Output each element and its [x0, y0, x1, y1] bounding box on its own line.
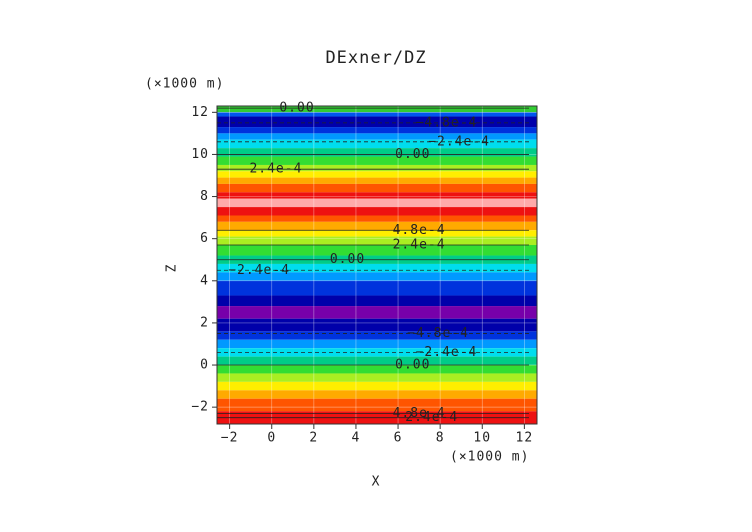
- contour-band: [217, 171, 537, 178]
- contour-band: [217, 381, 537, 391]
- contour-band: [217, 116, 537, 128]
- contour-band: [217, 244, 537, 256]
- y-axis-label: Z: [165, 264, 180, 273]
- contour-band: [217, 295, 537, 307]
- contour-band: [217, 272, 537, 281]
- contour-label: 4.8e-4: [393, 406, 446, 421]
- contour-label: 0.00: [395, 358, 430, 373]
- x-tick-label: 8: [436, 431, 445, 446]
- x-axis-label: X: [372, 475, 381, 490]
- contour-label: 0.00: [330, 252, 365, 267]
- y-tick-label: 8: [200, 189, 209, 204]
- x-tick-label: 10: [473, 431, 491, 446]
- contour-band: [217, 390, 537, 399]
- contour-band: [217, 112, 537, 117]
- contour-label: −2.4e-4: [428, 134, 490, 149]
- contour-band: [217, 339, 537, 349]
- contour-band: [217, 183, 537, 193]
- chart-title: DExner/DZ: [325, 48, 426, 68]
- plot-frame: [216, 105, 538, 425]
- contour-band: [217, 207, 537, 216]
- x-tick-label: −2: [221, 431, 239, 446]
- y-tick-label: 2: [200, 315, 209, 330]
- x-tick-label: 4: [352, 431, 361, 446]
- contour-band: [217, 106, 537, 113]
- y-tick-label: 12: [191, 105, 209, 120]
- contour-band: [217, 127, 537, 134]
- contour-band: [217, 365, 537, 374]
- contour-band: [217, 215, 537, 222]
- contour-band: [217, 230, 537, 237]
- contour-band: [217, 177, 537, 184]
- contour-label: 0.00: [395, 147, 430, 162]
- contour-label: −2.4e-4: [416, 345, 478, 360]
- contour-band: [217, 236, 537, 245]
- x-tick-label: 6: [394, 431, 403, 446]
- contour-band: [217, 221, 537, 231]
- contour-band: [217, 398, 537, 412]
- contour-label: 2.4e-4: [249, 162, 302, 177]
- contour-band: [217, 306, 537, 319]
- x-tick-label: 12: [516, 431, 534, 446]
- contour-label: 2.4e-4: [393, 237, 446, 252]
- y-tick-label: 0: [200, 358, 209, 373]
- contour-label: 0.00: [279, 101, 314, 116]
- x-tick-label: 2: [309, 431, 318, 446]
- contour-band: [217, 139, 537, 149]
- contour-label: −2.4e-4: [228, 263, 290, 278]
- contour-band: [217, 198, 537, 208]
- contour-band: [217, 192, 537, 199]
- contour-label: 4.8e-4: [393, 223, 446, 238]
- contour-band: [217, 373, 537, 382]
- x-tick-label: 0: [267, 431, 276, 446]
- contour-label: −4.8e-4: [416, 115, 478, 130]
- contour-label: −4.8e-4: [407, 326, 469, 341]
- contour-band: [217, 148, 537, 157]
- y-tick-label: 6: [200, 231, 209, 246]
- contour-band: [217, 280, 537, 296]
- y-tick-label: 10: [191, 147, 209, 162]
- contour-band: [217, 164, 537, 172]
- contour-band: [217, 348, 537, 357]
- contour-band: [217, 156, 537, 165]
- y-tick-label: 4: [200, 273, 209, 288]
- contour-label: 2.4e-4: [405, 410, 458, 425]
- contour-band: [217, 133, 537, 140]
- y-tick-label: −2: [191, 400, 209, 415]
- contour-band: [217, 356, 537, 366]
- x-unit: (×1000 m): [450, 450, 529, 465]
- contour-band: [217, 318, 537, 332]
- contour-band: [217, 263, 537, 273]
- y-unit: (×1000 m): [145, 77, 224, 92]
- contour-band: [217, 331, 537, 340]
